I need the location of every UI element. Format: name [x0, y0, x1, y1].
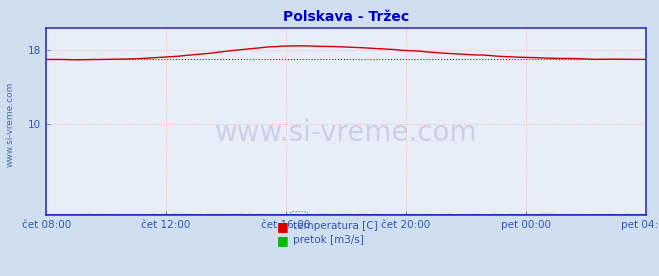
Text: temperatura [C]: temperatura [C] — [293, 221, 378, 231]
Title: Polskava - Tržec: Polskava - Tržec — [283, 10, 409, 24]
Text: ■: ■ — [277, 233, 289, 247]
Text: www.si-vreme.com: www.si-vreme.com — [5, 81, 14, 167]
Text: ■: ■ — [277, 220, 289, 233]
Text: www.si-vreme.com: www.si-vreme.com — [215, 119, 477, 147]
Text: pretok [m3/s]: pretok [m3/s] — [293, 235, 364, 245]
